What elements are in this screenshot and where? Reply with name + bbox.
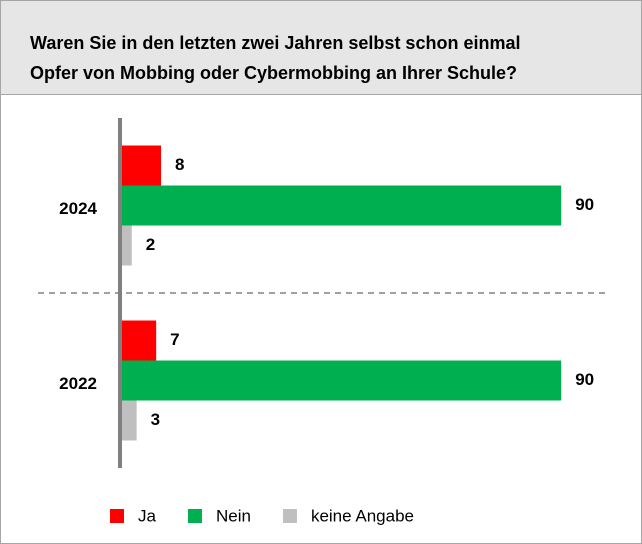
data-label: 3 (151, 410, 160, 429)
bar (122, 145, 162, 186)
bar (122, 225, 132, 266)
y-tick-label: 2022 (59, 374, 97, 393)
data-label: 7 (170, 330, 179, 349)
chart-title: Opfer von Mobbing oder Cybermobbing an I… (30, 63, 517, 83)
bar (122, 320, 157, 361)
legend-swatch (282, 509, 297, 523)
title-band (0, 0, 642, 95)
legend-label: keine Angabe (311, 506, 414, 525)
data-label: 90 (575, 195, 594, 214)
data-label: 8 (175, 155, 184, 174)
bar (122, 185, 562, 226)
chart-title: Waren Sie in den letzten zwei Jahren sel… (30, 33, 520, 53)
bar (122, 400, 137, 441)
legend-swatch (110, 509, 124, 523)
y-tick-label: 2024 (59, 199, 97, 218)
data-label: 2 (146, 235, 155, 254)
bar (122, 360, 562, 401)
legend-label: Nein (216, 506, 251, 525)
legend-swatch (187, 509, 202, 523)
data-label: 90 (575, 370, 594, 389)
legend-label: Ja (138, 506, 157, 525)
